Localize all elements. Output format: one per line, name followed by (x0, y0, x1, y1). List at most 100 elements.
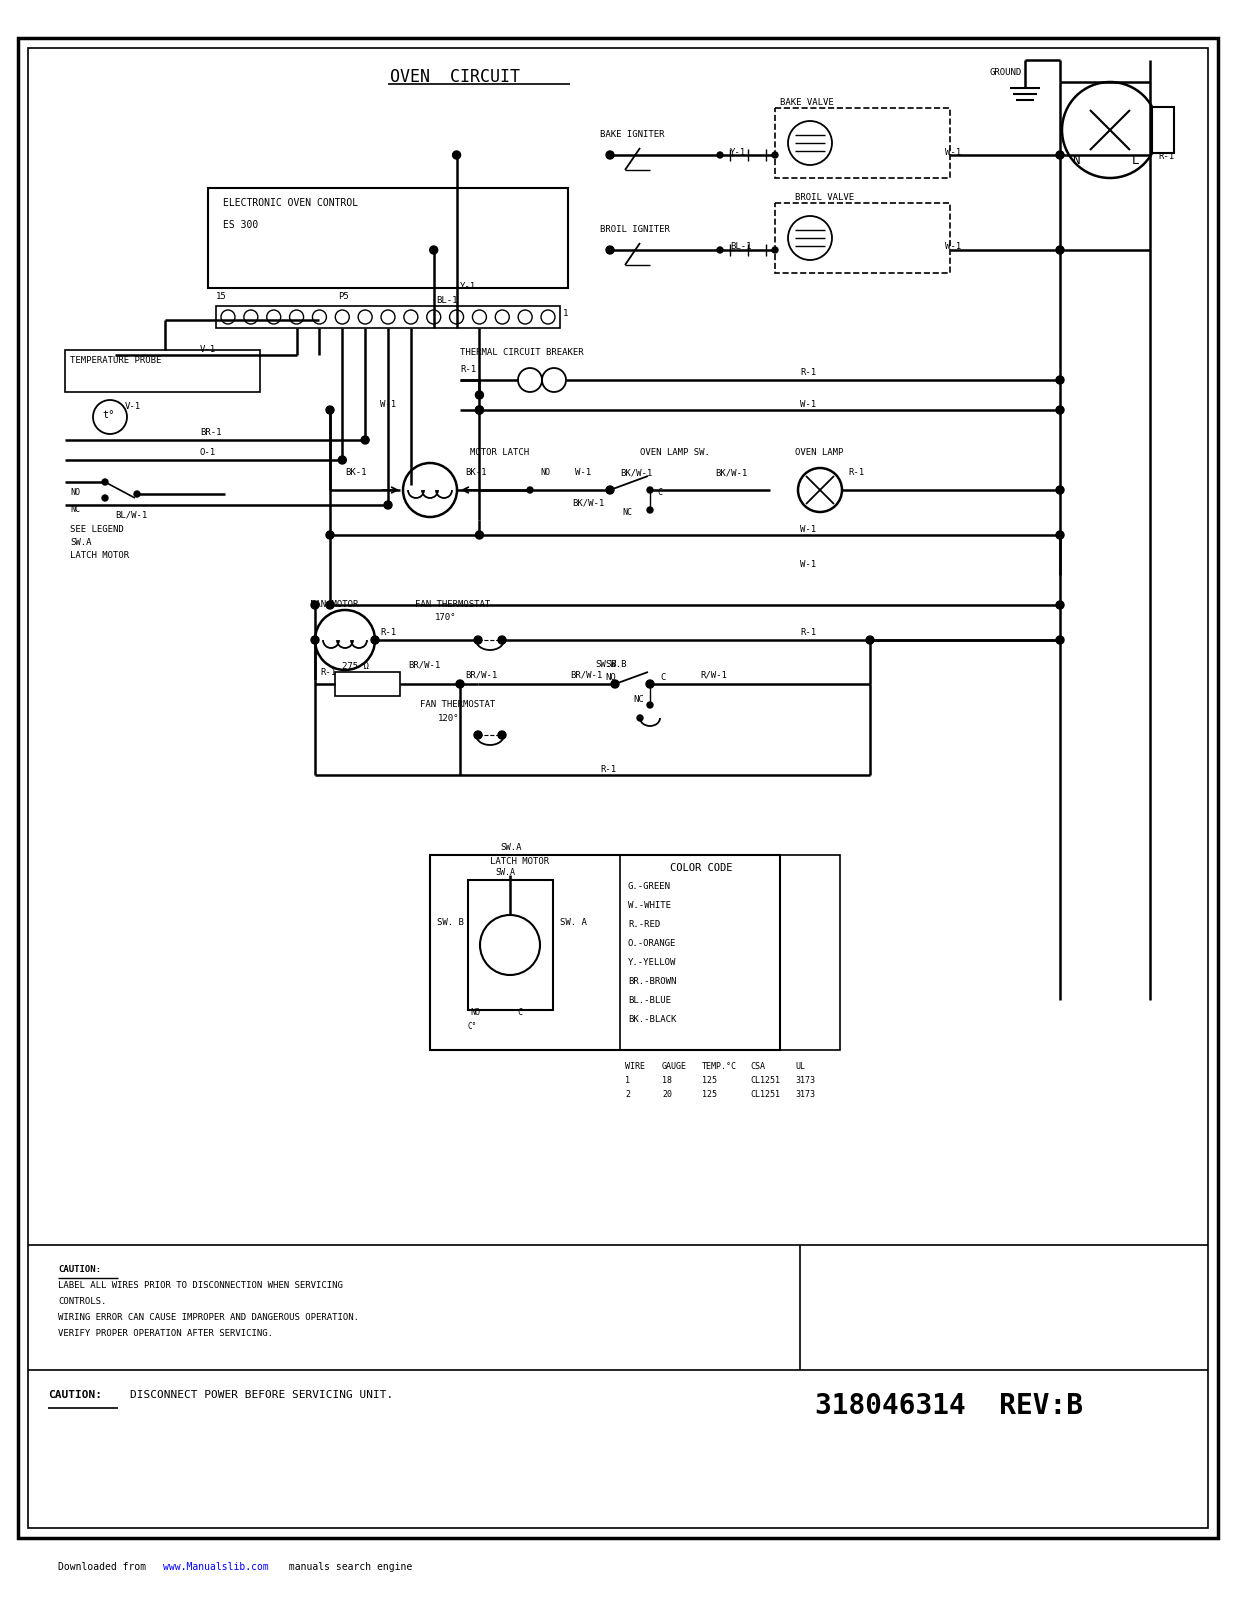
Text: BL.-BLUE: BL.-BLUE (628, 995, 670, 1005)
Circle shape (647, 702, 653, 707)
Text: BR/W-1: BR/W-1 (465, 670, 497, 678)
Text: BR/W-1: BR/W-1 (570, 670, 602, 678)
Circle shape (527, 486, 533, 493)
Text: 1: 1 (625, 1075, 630, 1085)
Text: BL-1: BL-1 (437, 296, 458, 306)
Circle shape (93, 400, 127, 434)
Circle shape (647, 486, 653, 493)
Circle shape (1056, 150, 1064, 158)
Circle shape (381, 310, 395, 323)
Text: LABEL ALL WIRES PRIOR TO DISCONNECTION WHEN SERVICING: LABEL ALL WIRES PRIOR TO DISCONNECTION W… (58, 1282, 343, 1290)
Circle shape (371, 635, 379, 643)
Text: O-1: O-1 (200, 448, 216, 458)
Text: www.Manualslib.com: www.Manualslib.com (163, 1562, 268, 1571)
Text: L: L (1132, 154, 1139, 166)
Text: CAUTION:: CAUTION: (58, 1266, 101, 1274)
Text: Y-1: Y-1 (730, 149, 746, 157)
Text: WIRING ERROR CAN CAUSE IMPROPER AND DANGEROUS OPERATION.: WIRING ERROR CAN CAUSE IMPROPER AND DANG… (58, 1314, 359, 1322)
Text: DISCONNECT POWER BEFORE SERVICING UNIT.: DISCONNECT POWER BEFORE SERVICING UNIT. (130, 1390, 393, 1400)
Circle shape (637, 715, 643, 722)
Text: SW.A: SW.A (71, 538, 92, 547)
Bar (216, 306, 560, 328)
Text: BK/W-1: BK/W-1 (571, 498, 604, 507)
Text: CSA: CSA (750, 1062, 764, 1070)
Circle shape (403, 462, 456, 517)
Bar (776, 203, 950, 274)
Text: 3173: 3173 (795, 1090, 815, 1099)
Circle shape (1056, 246, 1064, 254)
Circle shape (1056, 531, 1064, 539)
Text: V-1: V-1 (125, 402, 141, 411)
Text: 15: 15 (216, 291, 226, 301)
Bar (468, 880, 553, 1010)
Text: VERIFY PROPER OPERATION AFTER SERVICING.: VERIFY PROPER OPERATION AFTER SERVICING. (58, 1330, 273, 1338)
Circle shape (244, 310, 257, 323)
Bar (66, 350, 260, 392)
Circle shape (475, 531, 484, 539)
Text: W-1: W-1 (800, 400, 816, 410)
Text: CAUTION:: CAUTION: (48, 1390, 101, 1400)
Text: BK-1: BK-1 (345, 467, 366, 477)
Text: C°: C° (468, 1022, 477, 1030)
Text: UL: UL (795, 1062, 805, 1070)
Circle shape (449, 310, 464, 323)
Circle shape (475, 406, 484, 414)
Circle shape (1056, 406, 1064, 414)
Circle shape (456, 680, 464, 688)
Bar (335, 672, 400, 696)
Circle shape (475, 406, 484, 414)
Circle shape (1056, 635, 1064, 643)
Circle shape (313, 310, 327, 323)
Text: FAN MOTOR: FAN MOTOR (310, 600, 359, 610)
Text: R-1: R-1 (600, 765, 616, 774)
Circle shape (221, 310, 235, 323)
Text: SW. A: SW. A (560, 918, 586, 926)
Text: P5: P5 (338, 291, 349, 301)
Text: C: C (517, 1008, 522, 1018)
Text: Downloaded from: Downloaded from (58, 1562, 152, 1571)
Text: 125: 125 (703, 1090, 717, 1099)
Text: 20: 20 (662, 1090, 672, 1099)
Circle shape (646, 680, 654, 688)
Text: R/W-1: R/W-1 (700, 670, 727, 678)
Text: OVEN  CIRCUIT: OVEN CIRCUIT (390, 67, 520, 86)
Circle shape (327, 602, 334, 610)
Text: MOTOR LATCH: MOTOR LATCH (470, 448, 529, 458)
Circle shape (429, 246, 438, 254)
Text: CONTROLS.: CONTROLS. (58, 1298, 106, 1306)
Text: C: C (661, 674, 666, 682)
Circle shape (788, 216, 833, 259)
Text: THERMAL CIRCUIT BREAKER: THERMAL CIRCUIT BREAKER (460, 349, 584, 357)
Text: BR/W-1: BR/W-1 (408, 659, 440, 669)
Text: CL1251: CL1251 (750, 1075, 781, 1085)
Text: W-1: W-1 (800, 525, 816, 534)
Circle shape (134, 491, 140, 498)
Circle shape (289, 310, 303, 323)
Text: 170°: 170° (435, 613, 456, 622)
Text: R-1: R-1 (1158, 152, 1174, 162)
Text: ES 300: ES 300 (223, 219, 259, 230)
Circle shape (327, 531, 334, 539)
Text: R-1: R-1 (380, 627, 396, 637)
Text: NO: NO (605, 674, 616, 682)
Circle shape (335, 310, 349, 323)
Circle shape (798, 467, 842, 512)
Circle shape (772, 152, 778, 158)
Text: N: N (1072, 154, 1080, 166)
Text: SW.B: SW.B (605, 659, 626, 669)
Circle shape (717, 246, 722, 253)
Text: W-1: W-1 (945, 149, 961, 157)
Text: NC: NC (633, 694, 643, 704)
Text: O.-ORANGE: O.-ORANGE (628, 939, 677, 947)
Text: FAN THERMOSTAT: FAN THERMOSTAT (414, 600, 490, 610)
Circle shape (101, 478, 108, 485)
Circle shape (647, 507, 653, 514)
Text: 2: 2 (625, 1090, 630, 1099)
Text: SW.A: SW.A (500, 843, 522, 851)
Text: TEMPERATURE PROBE: TEMPERATURE PROBE (71, 357, 161, 365)
Circle shape (495, 310, 510, 323)
Bar (776, 109, 950, 178)
Text: BROIL VALVE: BROIL VALVE (795, 194, 854, 202)
Circle shape (499, 635, 506, 643)
Circle shape (310, 602, 319, 610)
